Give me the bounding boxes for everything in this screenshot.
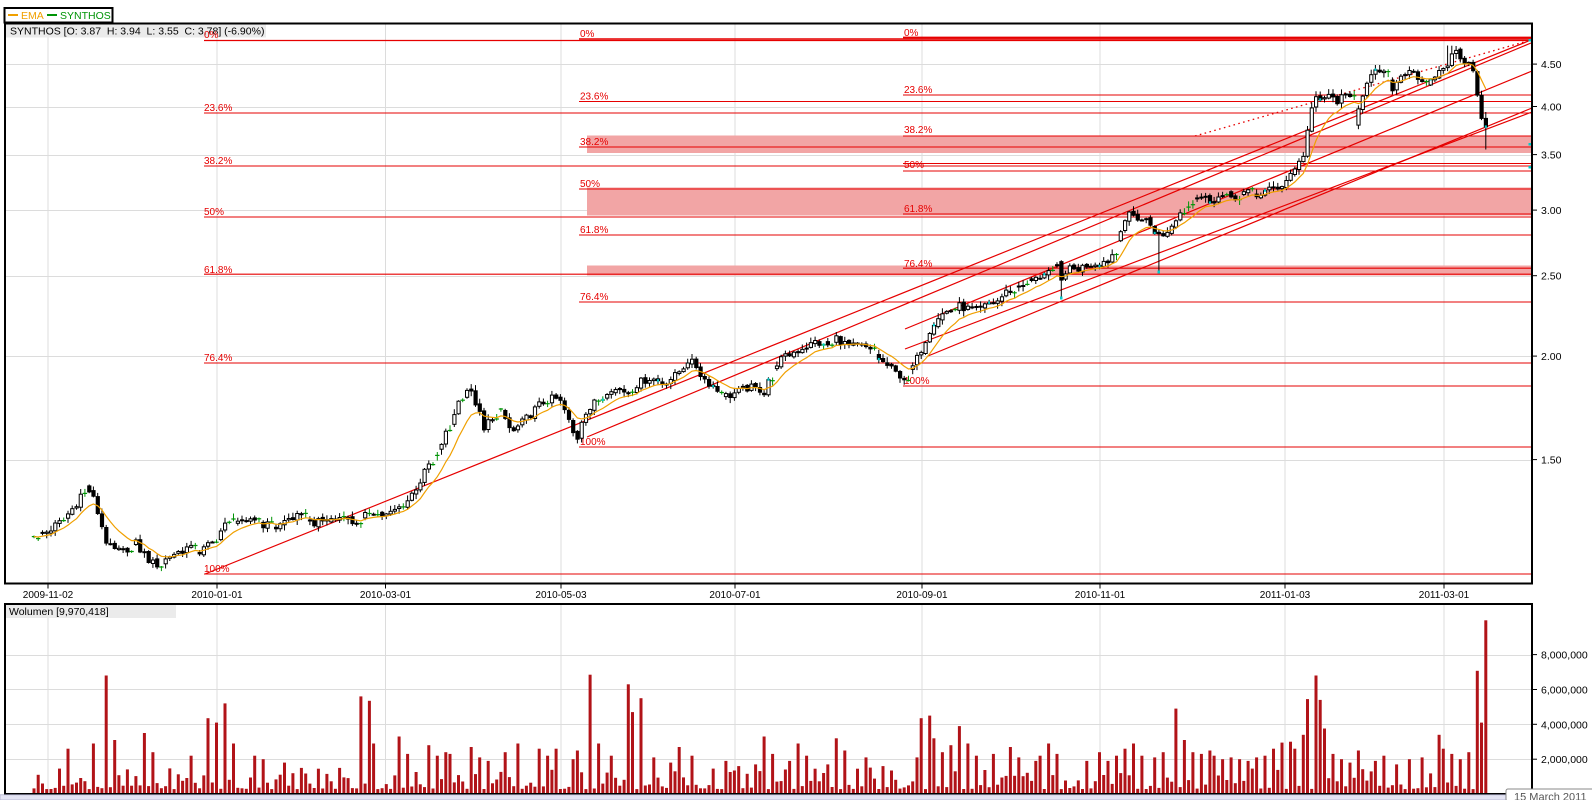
svg-text:61.8%: 61.8% xyxy=(204,265,232,276)
svg-text:50%: 50% xyxy=(204,207,224,218)
svg-text:50%: 50% xyxy=(580,179,600,190)
svg-text:2010-05-03: 2010-05-03 xyxy=(535,590,587,601)
svg-text:61.8%: 61.8% xyxy=(580,225,608,236)
svg-text:38.2%: 38.2% xyxy=(904,125,932,136)
svg-text:SYNTHOS: SYNTHOS xyxy=(60,10,111,22)
svg-text:EMA: EMA xyxy=(21,10,44,22)
svg-text:2010-09-01: 2010-09-01 xyxy=(896,590,948,601)
svg-text:100%: 100% xyxy=(580,437,606,448)
svg-text:0%: 0% xyxy=(204,30,219,41)
svg-text:2010-03-01: 2010-03-01 xyxy=(360,590,412,601)
svg-text:0%: 0% xyxy=(580,29,595,40)
svg-text:76.4%: 76.4% xyxy=(580,292,608,303)
svg-text:76.4%: 76.4% xyxy=(904,259,932,270)
svg-text:2010-07-01: 2010-07-01 xyxy=(709,590,761,601)
svg-text:23.6%: 23.6% xyxy=(580,92,608,103)
svg-text:0%: 0% xyxy=(904,28,919,39)
svg-text:2009-11-02: 2009-11-02 xyxy=(23,590,74,601)
svg-text:8,000,000: 8,000,000 xyxy=(1541,650,1588,662)
svg-text:SYNTHOS [O: 3.87 H: 3.94 L:: SYNTHOS [O: 3.87 H: 3.94 L: 3.55 C: 3.78… xyxy=(10,26,264,38)
svg-text:38.2%: 38.2% xyxy=(204,156,232,167)
svg-text:4.00: 4.00 xyxy=(1541,102,1562,114)
svg-text:2.00: 2.00 xyxy=(1541,351,1562,363)
svg-text:61.8%: 61.8% xyxy=(904,204,932,215)
svg-text:3.50: 3.50 xyxy=(1541,150,1562,162)
svg-text:2010-01-01: 2010-01-01 xyxy=(191,590,243,601)
svg-text:100%: 100% xyxy=(904,376,930,387)
svg-text:Wolumen [9,970,418]: Wolumen [9,970,418] xyxy=(9,606,109,618)
svg-text:2011-01-03: 2011-01-03 xyxy=(1260,590,1311,601)
svg-text:76.4%: 76.4% xyxy=(204,353,232,364)
svg-text:4.50: 4.50 xyxy=(1541,59,1562,71)
svg-text:15 March 2011: 15 March 2011 xyxy=(1514,792,1587,801)
svg-text:4,000,000: 4,000,000 xyxy=(1541,719,1588,731)
svg-text:2010-11-01: 2010-11-01 xyxy=(1075,590,1126,601)
svg-text:2.50: 2.50 xyxy=(1541,271,1562,283)
svg-text:1.50: 1.50 xyxy=(1541,455,1562,467)
svg-text:3.00: 3.00 xyxy=(1541,205,1562,217)
svg-text:23.6%: 23.6% xyxy=(204,103,232,114)
svg-text:38.2%: 38.2% xyxy=(580,137,608,148)
svg-text:2,000,000: 2,000,000 xyxy=(1541,754,1588,766)
svg-text:2011-03-01: 2011-03-01 xyxy=(1419,590,1470,601)
svg-text:23.6%: 23.6% xyxy=(904,85,932,96)
svg-text:6,000,000: 6,000,000 xyxy=(1541,685,1588,697)
svg-text:50%: 50% xyxy=(904,160,924,171)
